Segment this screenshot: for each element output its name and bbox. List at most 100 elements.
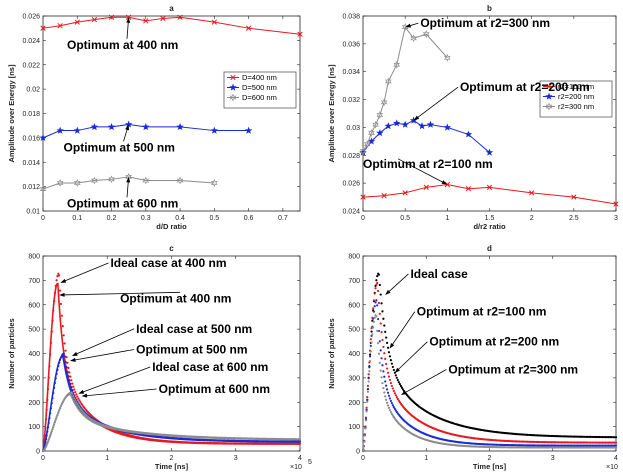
x-tick-label: 0 xyxy=(41,215,45,222)
data-point xyxy=(366,398,369,401)
data-point xyxy=(67,366,70,370)
data-point xyxy=(142,123,150,131)
y-tick-label: 300 xyxy=(348,375,360,382)
data-point xyxy=(614,436,618,439)
data-point xyxy=(388,408,392,412)
annotation-label: Ideal case at 500 nm xyxy=(136,322,252,336)
data-point xyxy=(402,190,408,196)
y-tick-label: 0.032 xyxy=(342,97,360,104)
data-point xyxy=(377,329,381,333)
x-tick-label: 2 xyxy=(530,215,534,222)
annotation-arrow xyxy=(61,291,181,296)
data-point xyxy=(385,341,389,344)
legend-entry: D=600 nm xyxy=(242,93,277,102)
y-tick-label: 0.012 xyxy=(22,184,40,191)
data-point xyxy=(56,126,64,134)
y-tick-label: 0.026 xyxy=(22,14,40,21)
data-point xyxy=(388,397,392,400)
data-point xyxy=(58,289,62,292)
data-point xyxy=(385,401,389,404)
data-point xyxy=(363,434,366,437)
data-point xyxy=(210,126,219,134)
data-point xyxy=(61,325,64,328)
data-point xyxy=(388,355,392,358)
data-point xyxy=(443,123,452,131)
data-point xyxy=(614,441,618,444)
data-point xyxy=(389,381,393,385)
y-tick-label: 100 xyxy=(348,424,360,431)
x-tick-label: 0 xyxy=(361,215,365,222)
data-point xyxy=(73,388,76,391)
data-point xyxy=(380,302,383,305)
annotation-arrowhead xyxy=(125,124,129,131)
data-point xyxy=(77,397,80,400)
data-point xyxy=(396,378,399,382)
data-point xyxy=(381,364,384,367)
panel-title: b xyxy=(487,4,492,13)
data-point xyxy=(364,416,368,419)
data-point xyxy=(367,377,370,380)
annotation-arrowhead xyxy=(441,180,448,185)
data-point xyxy=(397,399,400,402)
panel-title: d xyxy=(487,244,492,253)
data-point xyxy=(372,326,375,329)
data-point xyxy=(372,299,376,302)
data-point xyxy=(389,399,393,403)
data-point xyxy=(381,310,384,313)
data-point xyxy=(377,352,381,355)
data-point xyxy=(74,399,77,402)
data-point xyxy=(465,186,472,192)
data-point xyxy=(392,389,395,393)
data-point xyxy=(58,274,61,277)
data-point xyxy=(389,410,393,414)
data-point xyxy=(90,123,99,131)
annotation-arrowhead xyxy=(59,292,65,297)
data-point xyxy=(391,404,394,407)
annotation-label: Ideal case xyxy=(410,267,468,281)
x-tick-label: 4 xyxy=(298,455,302,462)
annotation-label: Optimum at r2=300 nm xyxy=(448,362,578,376)
data-point xyxy=(387,406,391,409)
x-tick-label: 0.7 xyxy=(278,215,288,222)
y-tick-label: 0.028 xyxy=(342,153,360,160)
data-point xyxy=(376,111,384,119)
y-tick-label: 0.01 xyxy=(26,209,40,216)
x-axis-label: Time [ns] xyxy=(473,462,507,471)
data-point xyxy=(383,352,386,355)
data-point xyxy=(71,392,74,395)
data-point xyxy=(392,368,395,372)
x-tick-label: 1 xyxy=(424,455,428,462)
data-point xyxy=(72,394,75,398)
x-exponent: ×10 xyxy=(606,464,618,471)
y-axis-label: Number of particles xyxy=(327,318,336,388)
data-point xyxy=(40,25,46,31)
annotation-arrowhead xyxy=(69,357,76,362)
annotation-arrowhead xyxy=(400,390,407,395)
x-tick-label: 4 xyxy=(614,455,618,462)
data-point xyxy=(372,310,376,313)
data-point xyxy=(384,395,387,398)
data-point xyxy=(370,330,373,333)
data-point xyxy=(375,315,378,318)
data-point xyxy=(366,388,370,391)
data-point xyxy=(390,362,393,365)
annotation-arrowhead xyxy=(405,23,412,28)
data-point xyxy=(373,305,376,308)
data-point xyxy=(59,302,63,306)
data-point xyxy=(376,317,380,321)
data-point xyxy=(376,304,379,307)
data-point xyxy=(76,395,79,398)
data-point xyxy=(373,292,376,295)
data-point xyxy=(384,380,387,383)
data-point xyxy=(73,126,81,134)
data-point xyxy=(371,319,374,322)
annotation-arrowhead xyxy=(81,393,88,398)
data-point xyxy=(363,140,371,149)
legend-marker xyxy=(545,102,553,111)
data-point xyxy=(372,120,380,129)
y-tick-label: 0.034 xyxy=(342,69,360,76)
data-point xyxy=(385,362,388,366)
data-point xyxy=(366,384,370,387)
data-point xyxy=(383,375,386,378)
data-point xyxy=(74,390,77,394)
